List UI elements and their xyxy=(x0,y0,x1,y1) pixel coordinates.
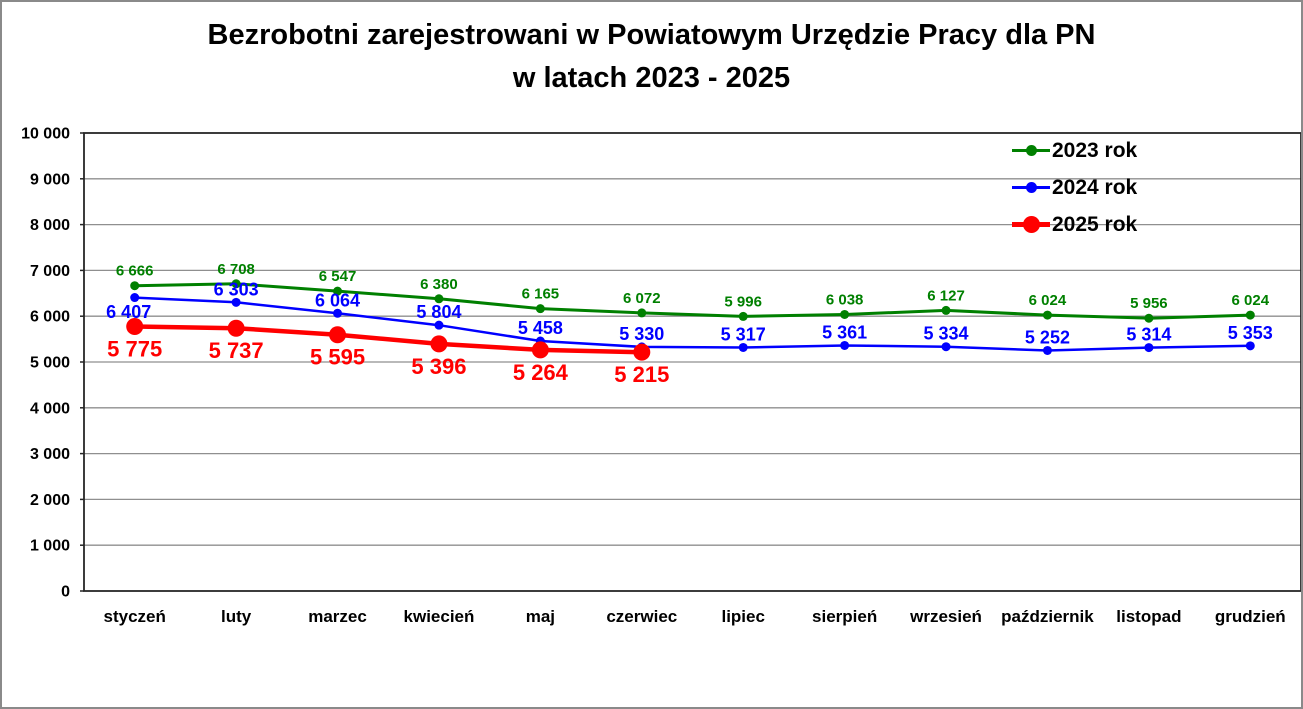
legend-entry-2025: 2025 rok xyxy=(1012,206,1137,243)
x-tick-label: lipiec xyxy=(721,607,764,626)
y-tick-label: 6 000 xyxy=(30,309,70,326)
x-tick-label: kwiecień xyxy=(404,607,475,626)
data-point-label: 5 353 xyxy=(1228,323,1273,343)
data-point-label: 5 314 xyxy=(1126,325,1171,345)
y-tick-label: 7 000 xyxy=(30,263,70,280)
chart-title-line2: w latach 2023 - 2025 xyxy=(512,62,791,94)
legend-label-2025: 2025 rok xyxy=(1052,212,1138,236)
x-tick-label: październik xyxy=(1001,607,1094,626)
data-point-marker xyxy=(434,320,444,330)
data-point-marker xyxy=(434,294,444,304)
legend-marker-2025-icon xyxy=(1012,215,1050,235)
data-point-marker xyxy=(130,293,140,303)
data-point-label: 6 708 xyxy=(217,261,255,278)
data-point-marker xyxy=(126,318,144,336)
data-point-label: 5 804 xyxy=(416,302,461,322)
data-point-marker xyxy=(535,304,545,314)
data-point-label: 6 303 xyxy=(214,279,259,299)
data-point-label: 5 458 xyxy=(518,318,563,338)
data-point-marker xyxy=(333,308,343,318)
y-tick-label: 4 000 xyxy=(30,400,70,417)
chart-title-line1: Bezrobotni zarejestrowani w Powiatowym U… xyxy=(207,19,1096,51)
data-point-marker xyxy=(1042,310,1052,320)
data-point-label: 5 956 xyxy=(1130,295,1168,312)
data-point-label: 5 396 xyxy=(411,354,466,379)
data-point-label: 6 666 xyxy=(116,263,154,280)
x-tick-label: maj xyxy=(526,607,555,626)
data-point-label: 6 547 xyxy=(319,268,357,285)
data-point-marker xyxy=(227,319,245,337)
data-point-label: 6 064 xyxy=(315,290,360,310)
data-point-marker xyxy=(840,340,850,350)
x-tick-label: listopad xyxy=(1116,607,1181,626)
data-point-marker xyxy=(941,342,951,352)
data-point-label: 5 215 xyxy=(614,362,669,387)
chart-legend: 2023 rok 2024 rok 2025 rok xyxy=(1012,132,1137,243)
data-point-label: 5 775 xyxy=(107,337,162,362)
data-point-label: 6 407 xyxy=(106,302,151,322)
data-point-marker xyxy=(231,279,241,289)
data-point-marker xyxy=(130,281,140,291)
x-tick-label: czerwiec xyxy=(606,607,677,626)
data-point-label: 5 595 xyxy=(310,345,365,370)
legend-entry-2024: 2024 rok xyxy=(1012,169,1137,206)
y-tick-label: 0 xyxy=(61,584,70,601)
x-tick-label: grudzień xyxy=(1215,607,1286,626)
data-point-label: 6 127 xyxy=(927,287,965,304)
y-tick-label: 1 000 xyxy=(30,538,70,555)
data-point-marker xyxy=(738,342,748,352)
y-tick-label: 3 000 xyxy=(30,446,70,463)
data-point-marker xyxy=(840,309,850,319)
data-point-label: 6 165 xyxy=(522,286,560,303)
legend-marker-2023-icon xyxy=(1012,141,1050,161)
data-point-marker xyxy=(1144,343,1154,353)
data-point-label: 5 737 xyxy=(209,338,264,363)
data-point-label: 5 264 xyxy=(513,360,569,385)
data-point-marker xyxy=(333,286,343,296)
chart-title: Bezrobotni zarejestrowani w Powiatowym U… xyxy=(2,14,1301,100)
data-point-label: 5 330 xyxy=(619,324,664,344)
y-tick-label: 5 000 xyxy=(30,355,70,372)
data-point-label: 5 996 xyxy=(724,293,762,310)
data-point-marker xyxy=(633,343,651,361)
data-point-marker xyxy=(1245,341,1255,351)
data-point-marker xyxy=(637,308,647,318)
data-point-marker xyxy=(231,297,241,307)
x-tick-label: styczeń xyxy=(104,607,166,626)
data-point-label: 5 334 xyxy=(924,324,969,344)
data-point-label: 6 024 xyxy=(1232,292,1270,309)
data-point-marker xyxy=(941,305,951,315)
x-tick-label: wrzesień xyxy=(909,607,982,626)
series-line-2025-rok xyxy=(134,324,642,355)
legend-label-2024: 2024 rok xyxy=(1052,175,1138,199)
x-tick-label: luty xyxy=(221,607,252,626)
y-tick-label: 8 000 xyxy=(30,217,70,234)
y-tick-label: 2 000 xyxy=(30,492,70,509)
data-point-label: 5 252 xyxy=(1025,327,1070,347)
x-tick-label: marzec xyxy=(308,607,367,626)
y-tick-label: 9 000 xyxy=(30,171,70,188)
data-point-marker xyxy=(531,341,549,359)
legend-marker-2024-icon xyxy=(1012,178,1050,198)
data-point-marker xyxy=(1042,345,1052,355)
series-line-2024-rok xyxy=(134,296,1251,352)
data-point-label: 6 038 xyxy=(826,291,864,308)
legend-entry-2023: 2023 rok xyxy=(1012,132,1137,169)
data-point-marker xyxy=(329,326,347,344)
y-tick-label: 10 000 xyxy=(21,126,70,143)
data-point-marker xyxy=(1144,313,1154,323)
data-point-marker xyxy=(738,311,748,321)
data-point-label: 6 072 xyxy=(623,290,661,307)
data-point-marker xyxy=(430,335,448,353)
data-point-marker xyxy=(1245,310,1255,320)
x-tick-label: sierpień xyxy=(812,607,877,626)
legend-label-2023: 2023 rok xyxy=(1052,138,1138,162)
data-point-label: 6 024 xyxy=(1029,292,1067,309)
data-point-label: 5 317 xyxy=(721,324,766,344)
data-point-label: 6 380 xyxy=(420,276,458,293)
series-line-2023-rok xyxy=(134,282,1251,320)
data-point-label: 5 361 xyxy=(822,322,867,342)
